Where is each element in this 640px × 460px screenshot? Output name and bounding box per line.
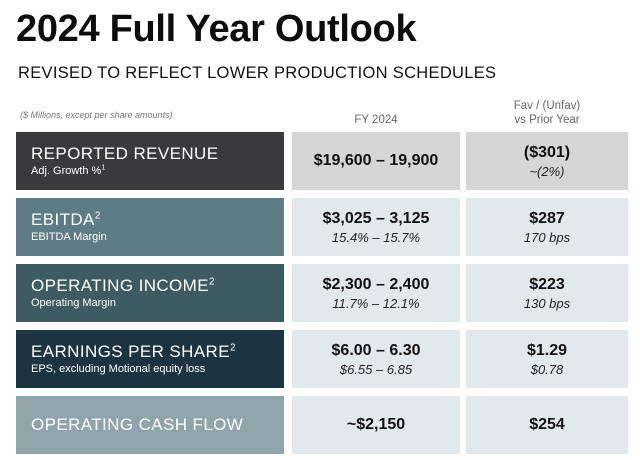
footnote-marker: 2 — [229, 342, 236, 354]
outlook-row-revenue: REPORTED REVENUE Adj. Growth %1 $19,600 … — [16, 132, 628, 190]
fav-value: ($301) — [523, 143, 571, 161]
fy-subvalue: 11.7% – 12.1% — [332, 295, 420, 311]
row-sublabel: EBITDA Margin — [31, 230, 284, 244]
fav-subvalue: 170 bps — [523, 229, 571, 245]
row-sublabel-text: Adj. Growth % — [31, 165, 102, 177]
row-sublabel: Operating Margin — [31, 296, 284, 310]
row-label: OPERATING INCOME2 — [31, 276, 284, 296]
row-sublabel: EPS, excluding Motional equity loss — [31, 362, 284, 376]
fav-value: $254 — [529, 416, 565, 433]
outlook-row-operating-cash-flow: OPERATING CASH FLOW ~$2,150 $254 — [16, 396, 628, 454]
fy-value: ~$2,150 — [346, 416, 406, 433]
row-label: OPERATING CASH FLOW — [31, 415, 284, 435]
fy-value: $6.00 – 6.30 — [331, 341, 421, 359]
row-label-text: REPORTED REVENUE — [31, 144, 219, 163]
row-label-text: EARNINGS PER SHARE — [31, 342, 230, 361]
row-label-box: OPERATING CASH FLOW — [16, 396, 284, 454]
fy-cell: $3,025 – 3,125 15.4% – 15.7% — [292, 198, 460, 256]
column-header-fav: Fav / (Unfav) vs Prior Year — [466, 99, 628, 127]
row-sublabel: Adj. Growth %1 — [31, 164, 284, 178]
fy-subvalue: 15.4% – 15.7% — [331, 229, 421, 245]
row-label-box: REPORTED REVENUE Adj. Growth %1 — [16, 132, 284, 190]
row-sublabel-text: EBITDA Margin — [31, 231, 107, 243]
page-subtitle: REVISED TO REFLECT LOWER PRODUCTION SCHE… — [18, 64, 497, 82]
fy-value: $2,300 – 2,400 — [322, 275, 430, 293]
fy-value: $3,025 – 3,125 — [322, 209, 430, 227]
fav-subvalue: $0.78 — [530, 361, 564, 377]
row-label-box: EARNINGS PER SHARE2 EPS, excluding Motio… — [16, 330, 284, 388]
units-note: ($ Millions, except per share amounts) — [20, 110, 173, 120]
row-sublabel-text: EPS, excluding Motional equity loss — [31, 363, 206, 375]
row-label-text: OPERATING INCOME — [31, 276, 209, 295]
fav-value: $223 — [529, 275, 565, 293]
column-header-fy-label: FY 2024 — [354, 114, 398, 126]
fav-value: $287 — [529, 209, 565, 227]
fy-cell: $6.00 – 6.30 $6.55 – 6.85 — [292, 330, 460, 388]
row-sublabel-text: Operating Margin — [31, 297, 116, 309]
row-label: EBITDA2 — [31, 210, 284, 230]
column-header-fy: FY 2024 — [292, 113, 460, 127]
outlook-row-ebitda: EBITDA2 EBITDA Margin $3,025 – 3,125 15.… — [16, 198, 628, 256]
fav-value: $1.29 — [526, 341, 568, 359]
fav-cell: $254 — [466, 396, 628, 454]
outlook-row-operating-income: OPERATING INCOME2 Operating Margin $2,30… — [16, 264, 628, 322]
footnote-marker: 2 — [209, 276, 215, 288]
row-label: EARNINGS PER SHARE2 — [31, 342, 284, 362]
column-header-fav-line2: vs Prior Year — [514, 114, 580, 126]
page-title: 2024 Full Year Outlook — [16, 8, 417, 50]
fy-cell: $2,300 – 2,400 11.7% – 12.1% — [292, 264, 460, 322]
fy-value: $19,600 – 19,900 — [313, 152, 439, 169]
row-label-text: OPERATING CASH FLOW — [31, 415, 244, 434]
fav-cell: $1.29 $0.78 — [466, 330, 628, 388]
row-label-box: EBITDA2 EBITDA Margin — [16, 198, 284, 256]
row-label-text: EBITDA — [31, 210, 95, 229]
footnote-marker: 2 — [94, 210, 101, 222]
fy-cell: ~$2,150 — [292, 396, 460, 454]
footnote-marker: 1 — [101, 164, 106, 172]
row-label: REPORTED REVENUE — [31, 144, 284, 164]
fav-cell: $223 130 bps — [466, 264, 628, 322]
fav-cell: $287 170 bps — [466, 198, 628, 256]
fav-subvalue: ~(2%) — [529, 163, 565, 179]
fy-cell: $19,600 – 19,900 — [292, 132, 460, 190]
outlook-row-eps: EARNINGS PER SHARE2 EPS, excluding Motio… — [16, 330, 628, 388]
row-label-box: OPERATING INCOME2 Operating Margin — [16, 264, 284, 322]
column-header-fav-line1: Fav / (Unfav) — [513, 100, 581, 112]
fav-cell: ($301) ~(2%) — [466, 132, 628, 190]
fav-subvalue: 130 bps — [523, 295, 571, 311]
fy-subvalue: $6.55 – 6.85 — [339, 361, 413, 377]
